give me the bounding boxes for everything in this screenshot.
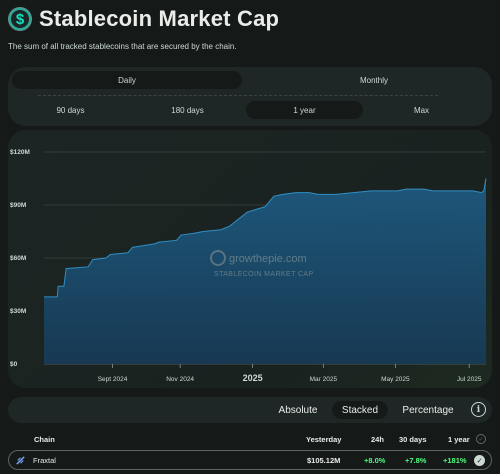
page-header: $ Stablecoin Market Cap — [8, 6, 279, 32]
row-yesterday: $105.12M — [307, 456, 341, 465]
x-tick-label: 2025 — [243, 373, 263, 383]
mode-percentage[interactable]: Percentage — [402, 404, 454, 416]
row-24h: +8.0% — [364, 456, 386, 465]
market-cap-chart: $0 $30M $60M $90M $120M growthepie.com STABL… — [10, 149, 487, 383]
col-chain: Chain — [34, 435, 55, 444]
stacked-area-fraxtal — [44, 178, 486, 364]
x-tick-label: Jul 2025 — [457, 376, 482, 383]
y-tick-label: $30M — [10, 308, 26, 315]
table-header: Chain Yesterday 24h 30 days 1 year ✓ — [8, 432, 492, 446]
row-check-icon[interactable]: ✓ — [474, 455, 485, 466]
x-tick-label: Mar 2025 — [310, 376, 338, 383]
x-tick-label: Sept 2024 — [98, 376, 128, 383]
col-30-days: 30 days — [399, 435, 427, 444]
page-subtitle: The sum of all tracked stablecoins that … — [8, 42, 237, 51]
growthepie-logo-icon — [210, 250, 226, 266]
timeframe-panel: Daily Monthly 90 days 180 days 1 year Ma… — [8, 67, 492, 126]
watermark-label: STABLECOIN MARKET CAP — [214, 271, 314, 278]
y-tick-label: $0 — [10, 361, 18, 368]
row-chain-name: Fraxtal — [33, 456, 56, 465]
display-mode-bar: Absolute Stacked Percentage i — [8, 397, 492, 423]
tab-1-year[interactable]: 1 year — [246, 101, 363, 119]
mode-absolute[interactable]: Absolute — [278, 404, 318, 416]
tab-180-days[interactable]: 180 days — [171, 105, 204, 115]
table-row[interactable]: Fraxtal $105.12M +8.0% +7.8% +181% ✓ — [8, 450, 492, 470]
x-tick-label: Nov 2024 — [166, 376, 194, 383]
tab-daily[interactable]: Daily — [12, 71, 242, 89]
info-icon[interactable]: i — [471, 402, 486, 417]
row-1-year: +181% — [443, 456, 467, 465]
x-tick-label: May 2025 — [381, 376, 410, 383]
granularity-tabs: Daily Monthly — [12, 71, 492, 89]
tab-max[interactable]: Max — [413, 105, 430, 115]
area-top-line — [44, 178, 487, 298]
col-24h: 24h — [371, 435, 384, 444]
page-title: Stablecoin Market Cap — [39, 6, 280, 31]
tab-90-days[interactable]: 90 days — [56, 105, 85, 115]
mode-stacked[interactable]: Stacked — [332, 401, 388, 419]
y-tick-label: $60M — [10, 255, 26, 262]
tab-monthly[interactable]: Monthly — [359, 75, 388, 85]
fraxtal-chain-icon — [16, 456, 25, 465]
watermark-brand: growthepie.com — [229, 253, 307, 265]
y-tick-label: $90M — [10, 202, 26, 209]
col-1-year: 1 year — [448, 435, 470, 444]
range-tabs: 90 days 180 days 1 year Max — [12, 101, 480, 119]
row-30-days: +7.8% — [405, 456, 427, 465]
col-yesterday: Yesterday — [306, 435, 342, 444]
chart-panel: $0 $30M $60M $90M $120M growthepie.com STABL… — [8, 130, 492, 388]
stablecoin-dollar-icon: $ — [8, 7, 32, 31]
select-all-check-icon[interactable]: ✓ — [476, 434, 486, 444]
y-tick-label: $120M — [10, 149, 30, 156]
tabs-divider — [38, 95, 438, 96]
watermark: growthepie.com STABLECOIN MARKET CAP — [210, 250, 314, 278]
